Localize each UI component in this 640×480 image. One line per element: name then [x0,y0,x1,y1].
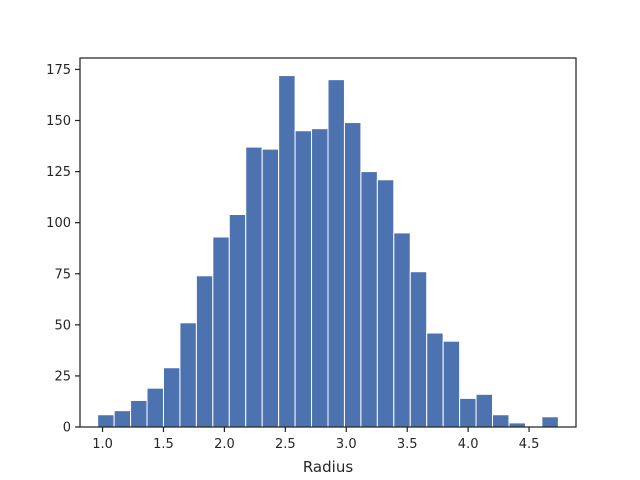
histogram-bar [311,128,329,428]
histogram-bar [97,414,115,428]
x-tick-label: 3.5 [397,437,418,452]
x-tick-label: 1.5 [153,437,174,452]
y-tick-label: 0 [63,421,71,436]
histogram-bar [541,416,559,428]
histogram-bar [212,236,230,428]
y-tick-label: 75 [54,267,71,282]
histogram-bar [360,171,378,428]
histogram-bar [130,399,148,428]
histogram-bar [393,232,411,428]
x-tick-label: 2.0 [214,437,235,452]
histogram-bar [228,214,247,428]
histogram-bar [442,340,461,428]
histogram-bar [245,146,263,428]
histogram-bar [492,414,510,428]
histogram-bar [294,130,313,428]
y-tick-label: 150 [46,114,71,129]
x-tick-label: 4.5 [519,437,540,452]
histogram-bar [376,179,395,428]
histogram-bar [195,275,214,428]
y-tick-label: 50 [54,318,71,333]
histogram-bar [426,332,444,428]
x-tick-label: 2.5 [275,437,296,452]
histogram-bar [459,397,477,428]
histogram-bar [113,410,132,428]
x-axis: 1.0 1.5 2.0 2.5 3.0 3.5 4.0 4.5 [92,427,539,452]
x-axis-label: Radius [303,458,353,476]
x-tick-label: 3.0 [336,437,357,452]
bars-group [97,75,559,428]
y-tick-label: 100 [46,216,71,231]
y-tick-label: 175 [46,63,71,78]
histogram-bar [179,322,197,428]
histogram-bar [146,387,164,428]
histogram-bar [409,271,428,428]
histogram-bar [343,122,362,428]
y-tick-label: 25 [54,369,71,384]
histogram-bar [162,367,181,428]
histogram-bar [327,79,345,428]
x-tick-label: 1.0 [92,437,113,452]
x-tick-label: 4.0 [458,437,479,452]
histogram-bar [261,148,280,428]
y-axis: 0 25 50 75 100 125 150 175 [46,63,80,436]
plot-frame [79,57,577,428]
histogram-bar [278,75,296,428]
histogram-bar [475,393,494,428]
y-tick-label: 125 [46,165,71,180]
